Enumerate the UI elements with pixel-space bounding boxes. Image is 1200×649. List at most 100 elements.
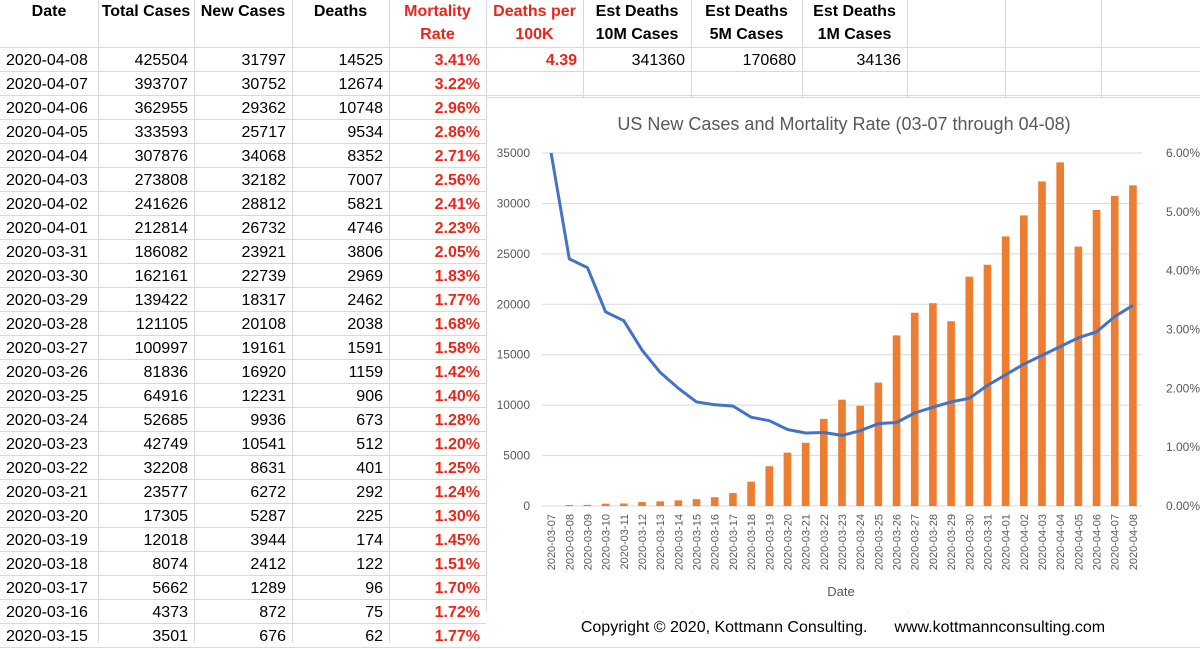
cell-deaths[interactable]: 8352 [347,148,383,165]
cell-total-cases[interactable]: 241626 [134,196,188,213]
bar-new-cases[interactable] [1020,215,1028,506]
cell-mortality-rate[interactable]: 2.96% [434,100,480,117]
cell-date[interactable]: 2020-04-04 [6,148,88,165]
cell-mortality-rate[interactable]: 1.72% [434,604,480,621]
cell-new-cases[interactable]: 25717 [241,124,287,141]
website-text[interactable]: www.kottmannconsulting.com [894,619,1106,636]
cell-new-cases[interactable]: 6272 [250,484,286,501]
cell-mortality-rate[interactable]: 1.42% [434,364,480,381]
cell-date[interactable]: 2020-03-16 [6,604,88,621]
cell-date[interactable]: 2020-03-27 [6,340,88,357]
bar-new-cases[interactable] [638,502,646,506]
cell-deaths[interactable]: 3806 [347,244,383,261]
cell-est-deaths-10m[interactable]: 341360 [631,52,685,69]
cell-mortality-rate[interactable]: 2.86% [434,124,480,141]
cell-new-cases[interactable]: 12231 [241,388,287,405]
cell-date[interactable]: 2020-03-18 [6,556,88,573]
cell-deaths[interactable]: 7007 [347,172,383,189]
cell-mortality-rate[interactable]: 1.24% [434,484,480,501]
bar-new-cases[interactable] [929,303,937,506]
cell-total-cases[interactable]: 212814 [134,220,188,237]
cell-new-cases[interactable]: 10541 [241,436,287,453]
cell-deaths[interactable]: 1591 [347,340,383,357]
cell-new-cases[interactable]: 19161 [241,340,287,357]
cell-deaths[interactable]: 673 [356,412,383,429]
cell-date[interactable]: 2020-03-23 [6,436,88,453]
cell-new-cases[interactable]: 3944 [250,532,286,549]
cell-new-cases[interactable]: 26732 [241,220,287,237]
bar-new-cases[interactable] [656,501,664,506]
cell-mortality-rate[interactable]: 2.41% [434,196,480,213]
cell-deaths[interactable]: 96 [365,580,383,597]
bar-new-cases[interactable] [783,452,792,506]
cell-deaths[interactable]: 906 [356,388,383,405]
cell-new-cases[interactable]: 16920 [241,364,287,381]
bar-new-cases[interactable] [1038,181,1046,506]
cell-date[interactable]: 2020-03-28 [6,316,88,333]
cell-deaths[interactable]: 2969 [347,268,383,285]
cell-total-cases[interactable]: 307876 [134,148,188,165]
cell-new-cases[interactable]: 872 [259,604,286,621]
bar-new-cases[interactable] [820,418,828,506]
cell-deaths[interactable]: 10748 [338,100,384,117]
cell-new-cases[interactable]: 30752 [241,76,287,93]
cell-total-cases[interactable]: 425504 [134,52,188,69]
cell-total-cases[interactable]: 393707 [134,76,188,93]
cell-deaths[interactable]: 62 [365,628,383,645]
cell-mortality-rate[interactable]: 1.30% [434,508,480,525]
cell-deaths[interactable]: 2462 [347,292,383,309]
cell-mortality-rate[interactable]: 2.56% [434,172,480,189]
cell-deaths[interactable]: 75 [365,604,383,621]
cell-est-deaths-5m[interactable]: 170680 [742,52,796,69]
cell-total-cases[interactable]: 23577 [143,484,189,501]
cell-mortality-rate[interactable]: 1.70% [434,580,480,597]
cell-new-cases[interactable]: 676 [259,628,286,645]
cell-total-cases[interactable]: 273808 [134,172,188,189]
cell-total-cases[interactable]: 162161 [134,268,188,285]
cell-date[interactable]: 2020-03-24 [6,412,88,429]
bar-new-cases[interactable] [1056,162,1064,506]
cell-date[interactable]: 2020-03-30 [6,268,88,285]
cell-new-cases[interactable]: 8631 [250,460,286,477]
cell-new-cases[interactable]: 28812 [241,196,287,213]
cell-total-cases[interactable]: 333593 [134,124,188,141]
cell-mortality-rate[interactable]: 1.68% [434,316,480,333]
cell-total-cases[interactable]: 186082 [134,244,188,261]
bar-new-cases[interactable] [1110,195,1119,506]
bar-new-cases[interactable] [620,503,628,506]
bar-new-cases[interactable] [1001,236,1010,507]
bar-new-cases[interactable] [729,492,737,506]
cell-total-cases[interactable]: 12018 [143,532,189,549]
cell-deaths[interactable]: 225 [356,508,383,525]
cell-total-cases[interactable]: 42749 [143,436,189,453]
cell-date[interactable]: 2020-04-06 [6,100,88,117]
bar-new-cases[interactable] [710,497,719,506]
cell-date[interactable]: 2020-03-26 [6,364,88,381]
cell-date[interactable]: 2020-03-25 [6,388,88,405]
bar-new-cases[interactable] [1092,209,1101,506]
cell-deaths[interactable]: 512 [356,436,383,453]
cell-new-cases[interactable]: 31797 [241,52,287,69]
cell-total-cases[interactable]: 362955 [134,100,188,117]
cell-new-cases[interactable]: 5287 [250,508,286,525]
cell-total-cases[interactable]: 32208 [143,460,189,477]
cell-deaths[interactable]: 2038 [347,316,383,333]
cell-mortality-rate[interactable]: 1.40% [434,388,480,405]
cell-total-cases[interactable]: 81836 [143,364,189,381]
bar-new-cases[interactable] [856,405,864,506]
cell-est-deaths-1m[interactable]: 34136 [856,52,902,69]
cell-mortality-rate[interactable]: 1.28% [434,412,480,429]
cell-total-cases[interactable]: 3501 [152,628,188,645]
cell-mortality-rate[interactable]: 3.22% [434,76,480,93]
cell-deaths-per-100k[interactable]: 4.39 [545,52,577,69]
cell-deaths[interactable]: 122 [356,556,383,573]
bar-new-cases[interactable] [910,312,919,506]
cell-deaths[interactable]: 4746 [347,220,383,237]
cell-deaths[interactable]: 174 [356,532,383,549]
cell-total-cases[interactable]: 4373 [152,604,188,621]
cell-deaths[interactable]: 1159 [348,364,383,381]
cell-new-cases[interactable]: 9936 [250,412,286,429]
cell-date[interactable]: 2020-04-08 [6,52,88,69]
cell-total-cases[interactable]: 139422 [134,292,188,309]
cell-date[interactable]: 2020-03-20 [6,508,88,525]
